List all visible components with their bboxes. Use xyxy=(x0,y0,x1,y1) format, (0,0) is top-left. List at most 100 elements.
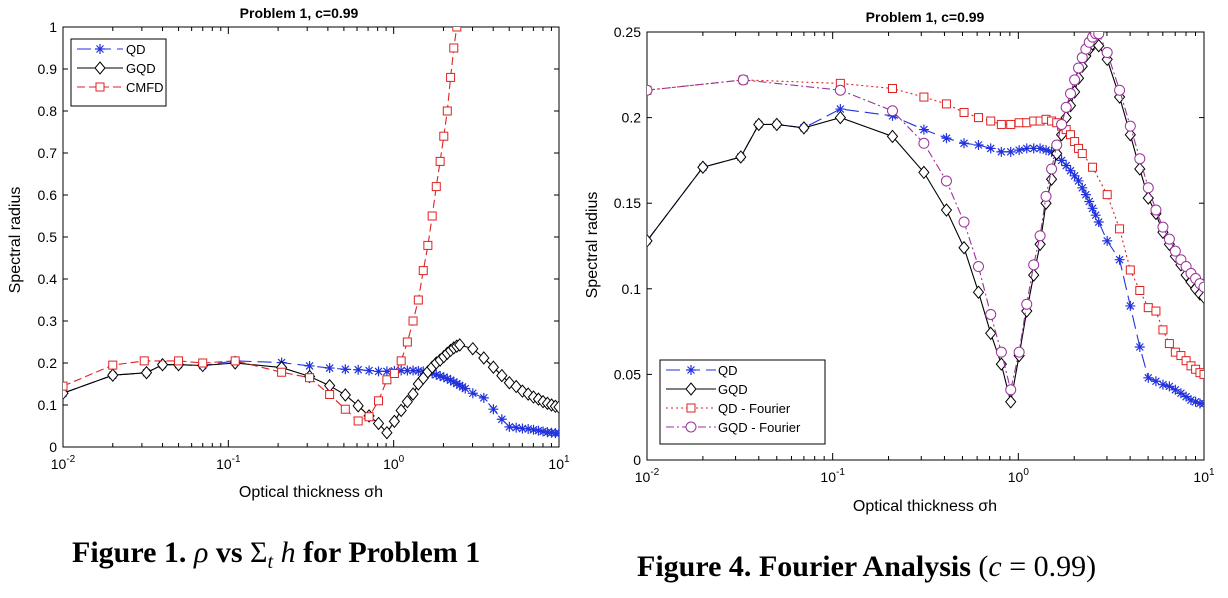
data-point xyxy=(972,261,984,273)
data-point xyxy=(985,143,996,154)
data-point xyxy=(1014,118,1024,128)
data-point xyxy=(1151,306,1161,316)
data-point xyxy=(496,368,508,383)
x-tick-label: 10-1 xyxy=(820,467,845,485)
data-point xyxy=(1021,298,1033,310)
chart-title: Problem 1, c=0.99 xyxy=(240,5,359,21)
data-point xyxy=(1142,182,1154,194)
data-point xyxy=(1114,84,1126,96)
data-point xyxy=(488,404,499,415)
y-axis-label: Spectral radius xyxy=(7,187,24,294)
data-point xyxy=(1014,145,1025,156)
data-point xyxy=(996,146,1007,157)
data-point xyxy=(1124,127,1136,142)
legend-label: QD - Fourier xyxy=(718,401,791,416)
data-point xyxy=(1087,203,1098,214)
data-point xyxy=(973,139,984,150)
data-point xyxy=(364,412,374,422)
data-point xyxy=(451,378,462,389)
data-point xyxy=(985,308,997,320)
data-point xyxy=(737,74,749,86)
legend-label: GQD xyxy=(126,61,156,76)
data-point xyxy=(1006,119,1016,129)
series-cmfd xyxy=(63,0,464,426)
data-point xyxy=(1090,210,1101,221)
data-point xyxy=(553,400,559,414)
data-point xyxy=(352,399,364,413)
axis-ticks: 0 0.1 0.2 0.3 0.4 0.5 0.6 0.7 0.8 0.9 1 10-2 10-1 100… xyxy=(38,19,570,472)
data-point xyxy=(1169,245,1181,257)
y-tick-label: 0.5 xyxy=(38,229,58,245)
data-point xyxy=(456,0,464,6)
data-point xyxy=(1150,376,1161,387)
data-point xyxy=(1028,143,1039,154)
chart-title: Problem 1, c=0.99 xyxy=(866,9,985,25)
data-point xyxy=(1093,38,1105,53)
y-tick-label: 0.4 xyxy=(38,271,58,287)
data-point xyxy=(381,366,392,377)
data-point xyxy=(324,363,335,374)
legend-box xyxy=(70,38,167,107)
data-point xyxy=(1073,175,1084,186)
legend-marker xyxy=(94,61,106,75)
data-point xyxy=(381,425,393,440)
data-point xyxy=(139,356,149,366)
data-point xyxy=(467,388,478,399)
data-point xyxy=(886,129,899,144)
data-point xyxy=(973,113,983,123)
data-point xyxy=(1060,101,1072,113)
data-point xyxy=(834,84,846,96)
y-tick-label: 0.1 xyxy=(38,397,58,413)
axis-ticks: 0 0.05 0.1 0.15 0.2 0.25 10-2 10-1 100 101 xyxy=(614,24,1215,485)
data-point xyxy=(504,421,515,432)
data-point xyxy=(401,394,414,409)
data-point xyxy=(1124,120,1136,132)
data-point xyxy=(435,371,446,382)
data-point xyxy=(1158,325,1168,335)
data-point xyxy=(418,266,428,276)
data-point xyxy=(647,234,653,248)
data-point xyxy=(438,372,449,383)
data-point xyxy=(523,423,534,434)
legend-marker xyxy=(685,421,697,433)
data-point xyxy=(1125,300,1136,311)
data-point xyxy=(1176,351,1186,361)
data-point xyxy=(1143,372,1154,383)
data-point xyxy=(1164,339,1174,349)
data-point xyxy=(460,383,471,394)
data-point xyxy=(1005,384,1017,396)
data-point xyxy=(448,376,459,387)
data-point xyxy=(996,119,1006,129)
x-axis-label: Optical thickness σh xyxy=(853,498,997,515)
data-point xyxy=(423,240,433,250)
data-point xyxy=(427,211,437,221)
data-point xyxy=(958,216,970,228)
data-point xyxy=(1069,170,1080,181)
series-line xyxy=(647,33,1204,390)
data-point xyxy=(1093,217,1104,228)
data-point xyxy=(431,182,441,192)
data-point xyxy=(1061,160,1072,171)
x-tick-label: 10-2 xyxy=(51,454,76,472)
chart-fourier-analysis: Problem 1, c=0.99 0 0.05 0.1 0.15 0.2 0.25 10-… xyxy=(584,9,1215,515)
legend-label: QD xyxy=(718,363,738,378)
legend-marker xyxy=(686,365,696,375)
data-point xyxy=(277,367,287,377)
x-tick-label: 10-1 xyxy=(216,454,241,472)
data-point xyxy=(959,107,969,117)
y-tick-label: 0.2 xyxy=(622,110,642,126)
data-point xyxy=(1198,290,1204,305)
series-qd xyxy=(647,104,1204,409)
data-point xyxy=(1065,88,1077,100)
data-point xyxy=(1077,182,1088,193)
data-point xyxy=(446,72,456,82)
data-point xyxy=(382,375,392,385)
data-point xyxy=(108,360,118,370)
data-point xyxy=(1077,149,1087,159)
data-point xyxy=(1125,265,1135,275)
data-point xyxy=(1102,190,1112,200)
data-point xyxy=(388,414,401,429)
y-tick-label: 0.8 xyxy=(38,103,58,119)
data-point xyxy=(1198,281,1204,293)
data-point xyxy=(174,356,184,366)
